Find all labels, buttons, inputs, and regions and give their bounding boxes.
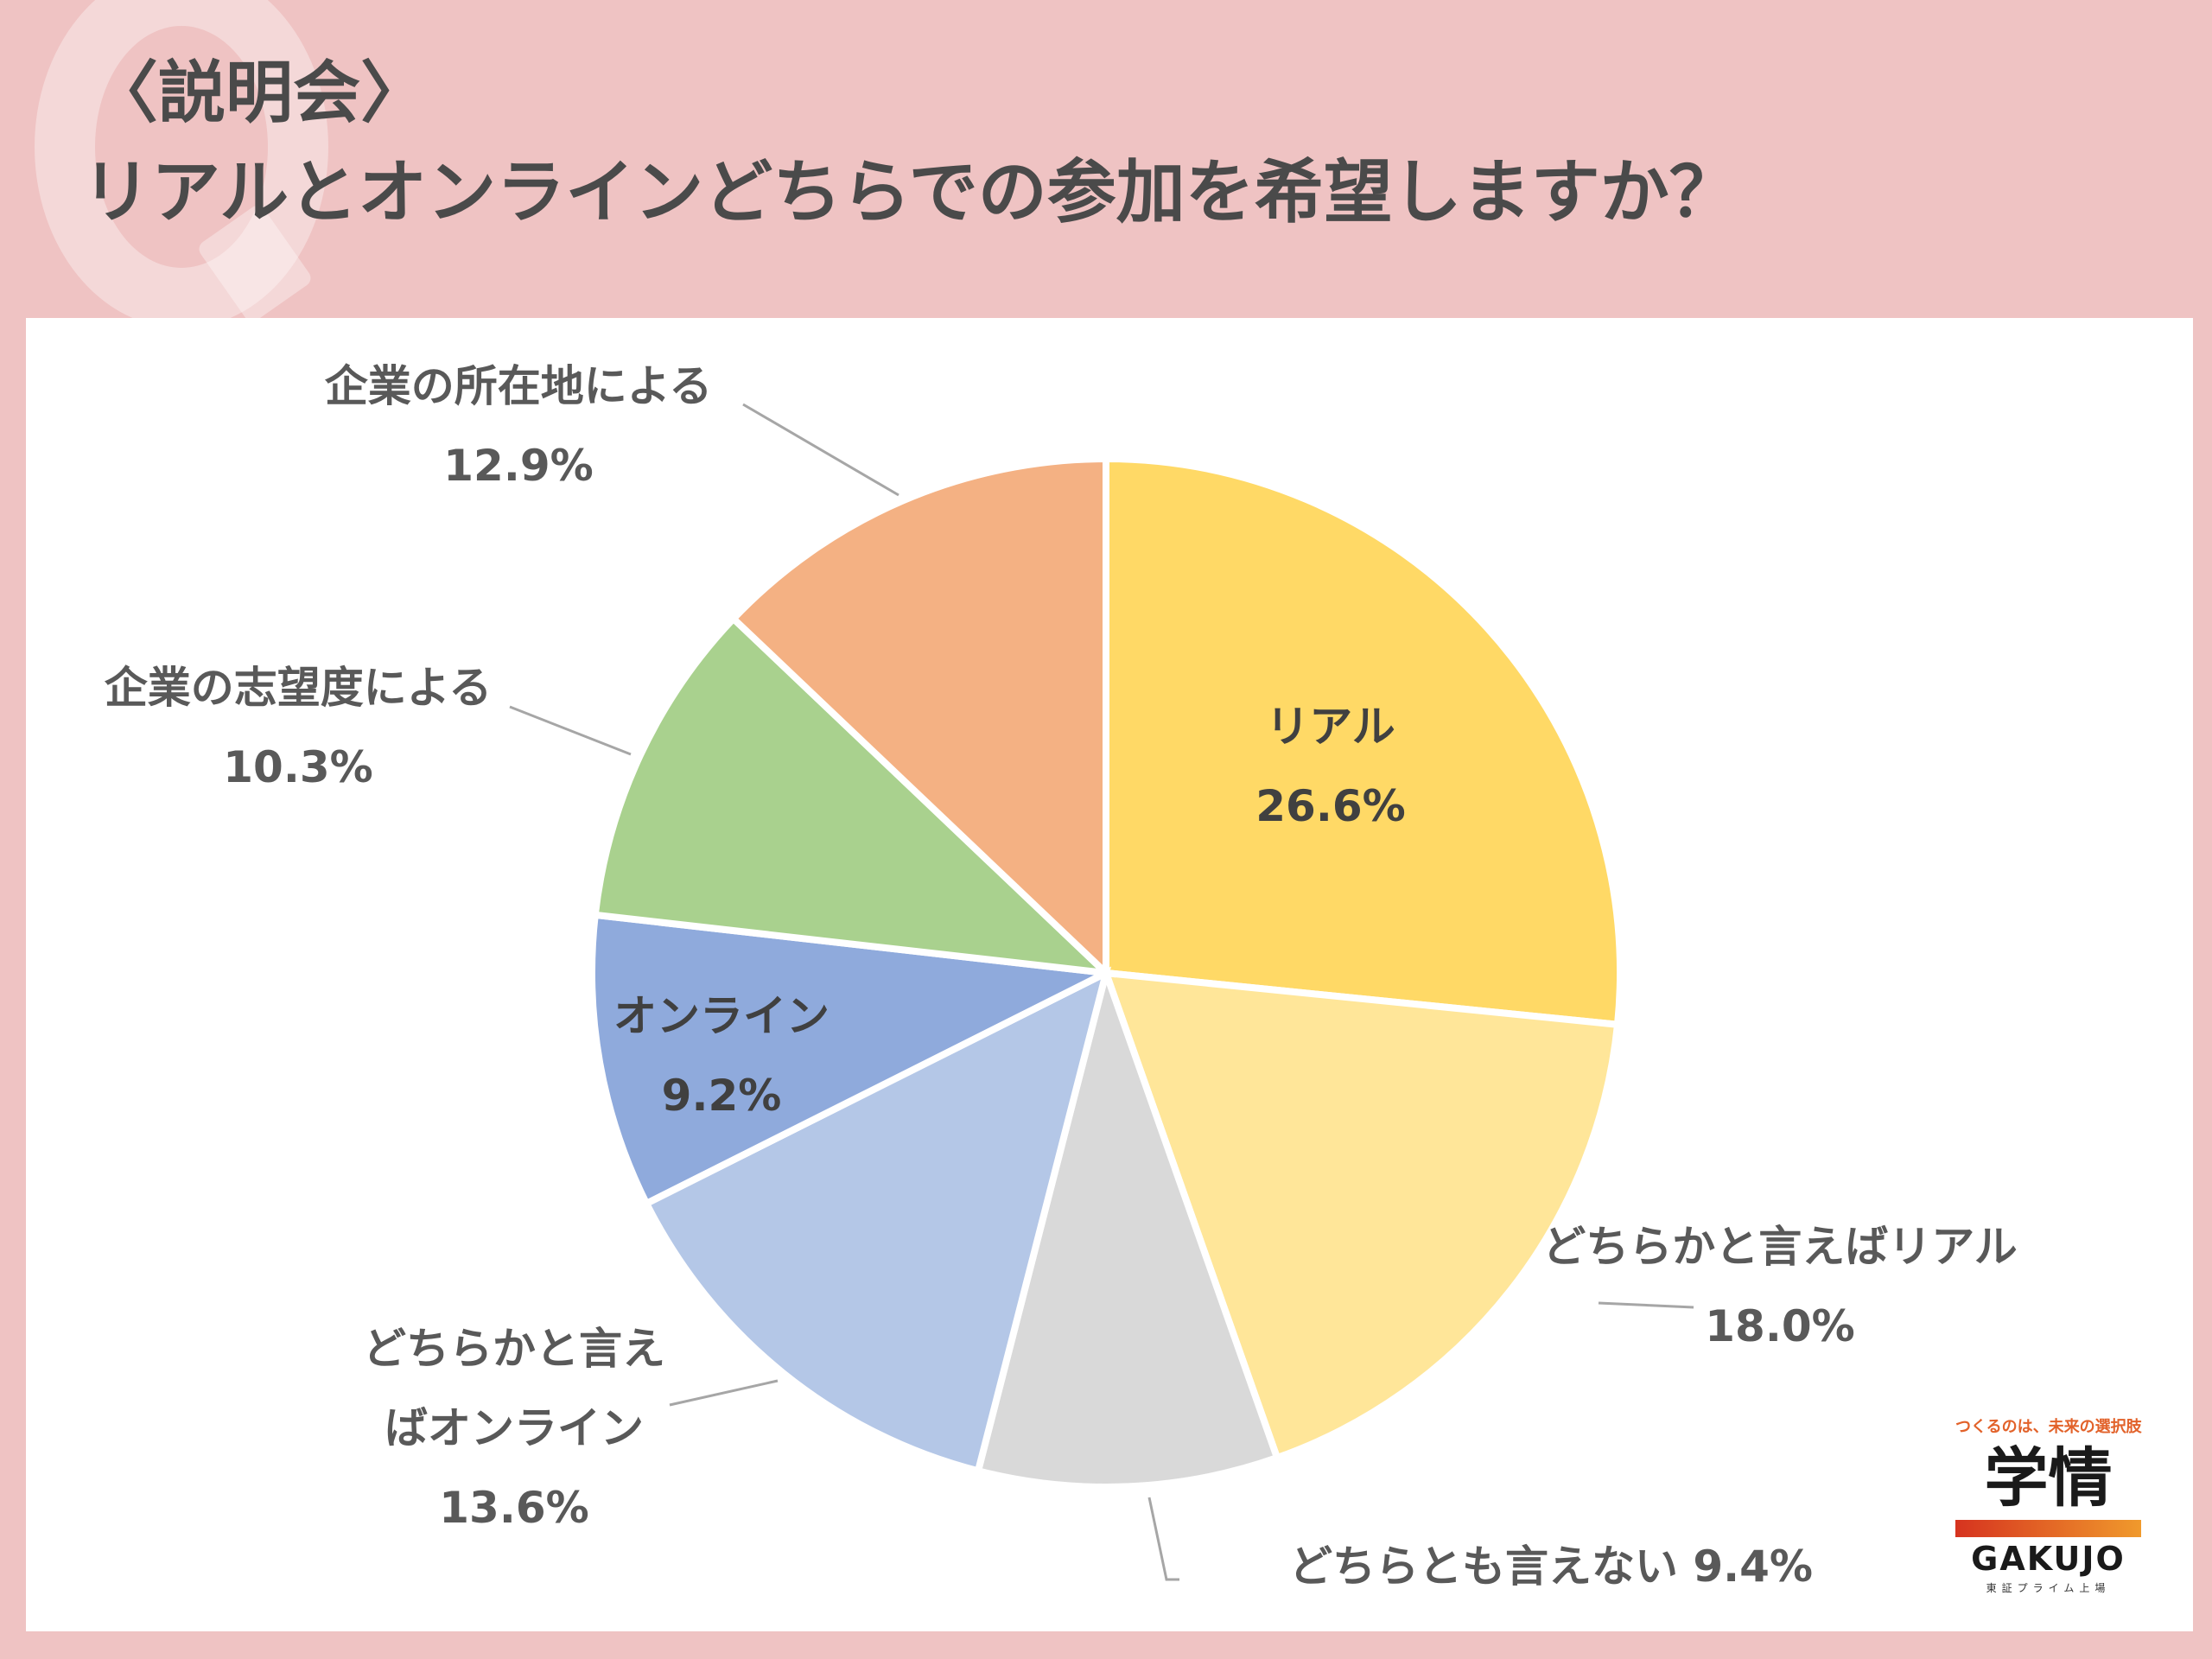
page-title: 〈説明会〉 リアルとオンラインどちらでの参加を希望しますか？ — [82, 50, 1738, 240]
slice-label-3-line2: ばオンライン — [385, 1403, 644, 1453]
leader-line-1 — [1598, 1301, 1694, 1309]
slice-label-2: どちらとも言えない 9.4% — [1289, 1541, 1813, 1592]
slice-label-3: どちらかと言え — [363, 1324, 665, 1374]
slice-value-5: 10.3% — [223, 742, 372, 792]
pie-slice-1 — [1101, 969, 1622, 1463]
pie-slice-4 — [588, 911, 1118, 1209]
slice-label-4: オンライン — [613, 991, 830, 1041]
logo-tagline: つくるのは、未来の選択肢 — [1955, 1418, 2142, 1436]
title-question: リアルとオンラインどちらでの参加を希望しますか？ — [82, 152, 1738, 232]
pie-slice-0 — [1103, 454, 1624, 1029]
leader-line-6 — [742, 403, 899, 497]
gakujo-logo: つくるのは、未来の選択肢 学情 GAKUJO 東証プライム上場 — [1955, 1414, 2142, 1595]
pie-chart: リアル 26.6% どちらかと言えばリアル 18.0% どちらとも言えない 9.4% どち… — [105, 361, 2018, 1592]
pie-slice-2 — [974, 961, 1282, 1491]
slice-value-4: 9.2% — [662, 1071, 782, 1121]
leader-line-3 — [669, 1379, 779, 1407]
slice-label-5: 企業の志望度による — [105, 663, 493, 713]
pie-slice-3 — [641, 966, 1112, 1476]
slice-value-1: 18.0% — [1705, 1301, 1854, 1351]
slice-value-0: 26.6% — [1255, 781, 1405, 831]
title-subtitle: 〈説明会〉 — [91, 54, 429, 132]
slice-value-3: 13.6% — [439, 1483, 588, 1533]
logo-brand: 学情 — [1984, 1441, 2113, 1516]
slice-label-1: どちらかと言えばリアル — [1542, 1222, 2018, 1272]
leader-line-5 — [509, 705, 632, 756]
leader-line-2 — [1147, 1497, 1179, 1581]
pie-slice-5 — [591, 613, 1116, 978]
logo-roman: GAKUJO — [1971, 1540, 2126, 1578]
slice-value-6: 12.9% — [443, 441, 593, 491]
slice-label-0: リアル — [1266, 702, 1395, 752]
pie-slice-6 — [728, 454, 1109, 982]
slice-label-6: 企業の所在地による — [325, 361, 713, 411]
logo-bar — [1955, 1520, 2141, 1537]
chart-panel: リアル 26.6% どちらかと言えばリアル 18.0% どちらとも言えない 9.4% どち… — [26, 318, 2193, 1631]
logo-listed: 東証プライム上場 — [1986, 1582, 2111, 1594]
